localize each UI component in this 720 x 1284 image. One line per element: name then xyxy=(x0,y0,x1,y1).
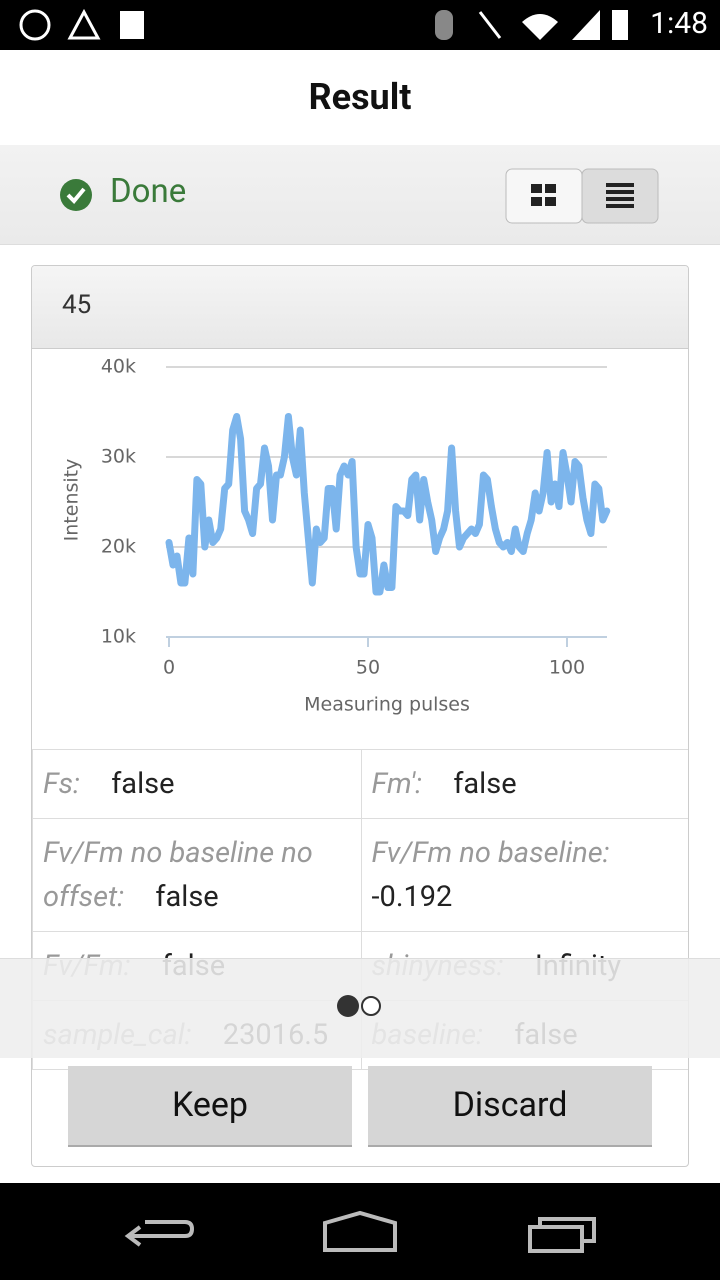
data-line xyxy=(165,413,611,596)
field-value: false xyxy=(453,767,517,801)
chart: Intensity Measuring pulses 10k 20k 30k 40k 0… xyxy=(61,356,611,716)
y-tick-label: 40k xyxy=(101,356,136,378)
y-axis-title: Intensity xyxy=(61,459,83,542)
check-icon xyxy=(60,179,92,211)
discard-button[interactable]: Discard xyxy=(368,1066,652,1147)
card-title: 45 xyxy=(62,290,92,320)
page-title: Result xyxy=(0,50,720,145)
nav-icons xyxy=(124,1210,596,1253)
view-toggle[interactable] xyxy=(505,168,660,225)
field-cell: Fv/Fm no baseline no offset: false xyxy=(32,818,362,932)
x-axis-title: Measuring pulses xyxy=(304,694,470,716)
field-value: -0.192 xyxy=(371,880,453,914)
status-label: Done xyxy=(110,172,187,211)
status-bar-done xyxy=(0,145,720,245)
card-header xyxy=(32,266,688,349)
field-row: Fv/Fm no baseline no offset: false Fv/Fm … xyxy=(32,818,688,932)
field-cell: Fm': false xyxy=(360,749,688,819)
field-label: Fs: xyxy=(43,767,81,801)
x-tick-label: 50 xyxy=(356,657,380,679)
field-cell: Fv/Fm no baseline: -0.192 xyxy=(360,818,688,932)
y-tick-label: 30k xyxy=(101,446,136,468)
keep-button[interactable]: Keep xyxy=(68,1066,352,1147)
nav-bar xyxy=(0,1183,720,1280)
field-row: Fs: false Fm': false xyxy=(32,749,688,819)
field-cell: Fs: false xyxy=(32,749,362,819)
clock: 1:48 xyxy=(650,6,708,41)
status-bar: 1:48 xyxy=(0,0,720,50)
pager-dots[interactable] xyxy=(330,991,390,1021)
field-label: Fm': xyxy=(371,767,423,801)
field-value: false xyxy=(155,880,219,914)
x-tick-label: 0 xyxy=(163,657,175,679)
pager xyxy=(0,958,720,1058)
field-value: false xyxy=(111,767,175,801)
status-icons-right xyxy=(435,10,628,40)
field-label: Fv/Fm no baseline no offset: xyxy=(43,836,313,914)
status-icons xyxy=(19,8,144,41)
y-tick-label: 10k xyxy=(101,626,136,648)
y-tick-label: 20k xyxy=(101,536,136,558)
field-label: Fv/Fm no baseline: xyxy=(371,836,610,870)
x-tick-label: 100 xyxy=(549,657,585,679)
